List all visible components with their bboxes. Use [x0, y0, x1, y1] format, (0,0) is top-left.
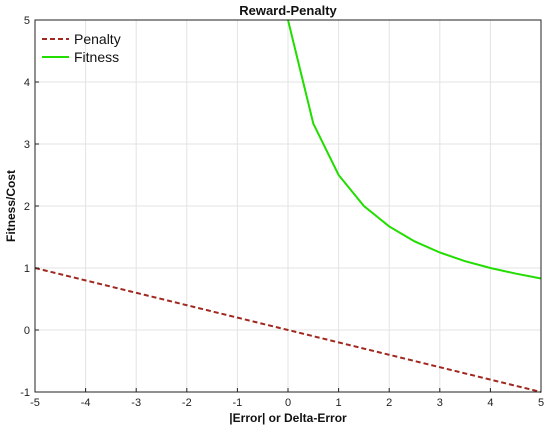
legend-label-fitness: Fitness: [74, 49, 119, 65]
series-group: [34, 19, 542, 393]
y-tick-label: 1: [24, 263, 30, 275]
y-tick-label: 5: [24, 15, 30, 27]
y-tick-label: 4: [24, 77, 30, 89]
x-tick-label: -1: [233, 397, 243, 409]
y-tick-label: 2: [24, 201, 30, 213]
legend: Penalty Fitness: [42, 31, 121, 65]
tick-group: -5 -4 -3 -2 -1 0 1 2 3 4 5 -1 0 1 2 3 4 5: [20, 15, 544, 409]
x-tick-label: -5: [30, 397, 40, 409]
x-tick-label: -2: [182, 397, 192, 409]
series-line-penalty: [34, 267, 542, 393]
chart-title: Reward-Penalty: [239, 3, 337, 18]
y-axis-title: Fitness/Cost: [4, 170, 18, 242]
legend-label-penalty: Penalty: [74, 31, 121, 47]
x-tick-label: 0: [285, 397, 291, 409]
y-tick-label: 0: [24, 325, 30, 337]
x-tick-label: 4: [487, 397, 493, 409]
x-tick-label: -3: [131, 397, 141, 409]
x-tick-label: 5: [538, 397, 544, 409]
series-line-fitness: [287, 19, 542, 280]
x-tick-label: 1: [336, 397, 342, 409]
x-tick-label: 2: [386, 397, 392, 409]
x-tick-label: -4: [81, 397, 91, 409]
x-tick-label: 3: [437, 397, 443, 409]
y-tick-label: 3: [24, 139, 30, 151]
x-axis-title: |Error| or Delta-Error: [229, 411, 347, 425]
y-tick-label: -1: [20, 387, 30, 399]
